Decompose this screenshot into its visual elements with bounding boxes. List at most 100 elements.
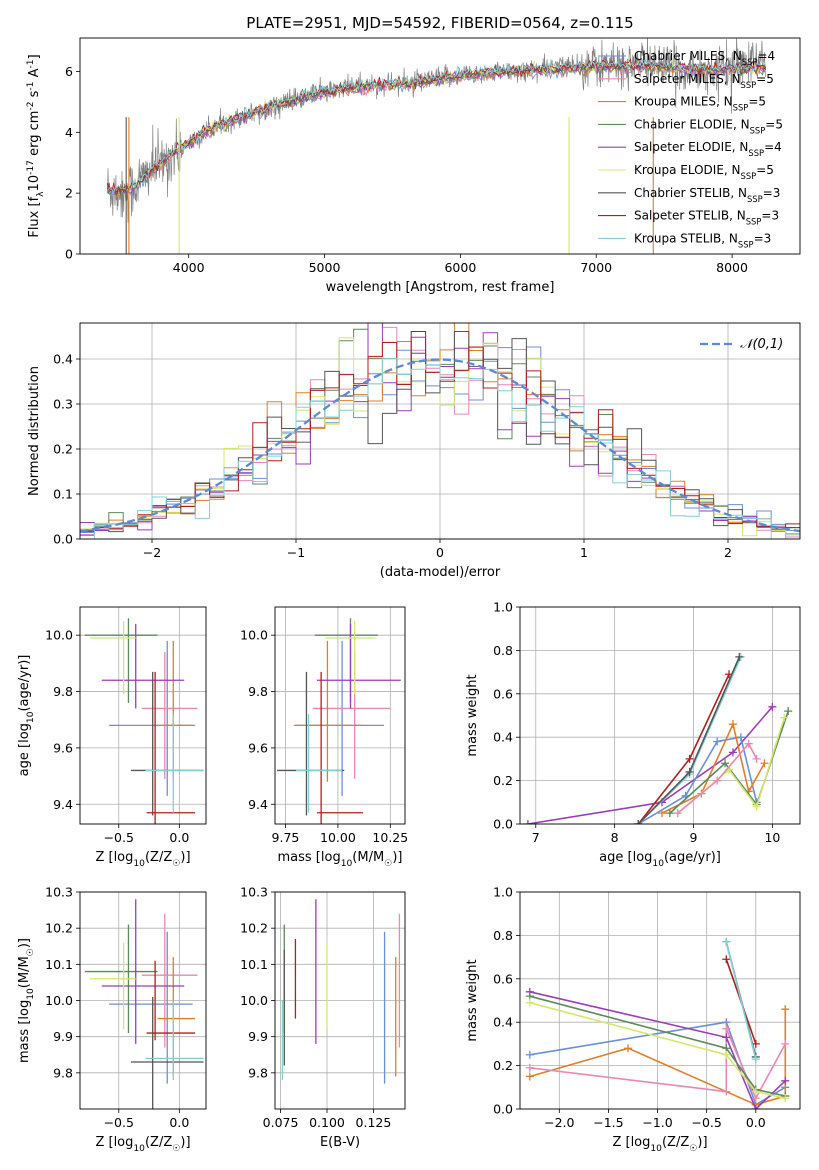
y-tick-label: 2 [65,186,73,201]
y-tick-label: 0.8 [493,643,513,658]
legend-entry: Kroupa MILES, NSSP=5 [634,95,766,113]
mass-weight-marker [657,809,666,818]
y-tick-label: 0.4 [493,730,513,745]
x-tick-label: −0.5 [104,1115,134,1130]
model-spectrum-line [106,57,767,194]
mass-weight-marker [713,776,722,785]
mass-weight-line [529,995,786,1097]
mass-weight-marker [752,802,761,811]
mass-weight-marker [624,1044,633,1053]
y-tick-label: 9.4 [248,797,268,812]
y-tick-label: 9.9 [53,1029,73,1044]
x-axis-label: E(B-V) [320,1135,360,1150]
x-tick-label: 2 [724,545,732,560]
errorbar-point [89,621,136,695]
mass-weight-line [677,742,758,814]
x-tick-label: 6000 [444,260,476,275]
mass-weight-marker [673,809,682,818]
y-tick-label: 0.0 [493,1102,513,1117]
x-axis-label: age [log10(age/yr)] [599,850,721,869]
errorbar-point [146,671,196,824]
mass-weight-marker [735,652,744,661]
mass-weight-marker [781,1039,790,1048]
legend-entry: Chabrier ELODIE, NSSP=5 [634,117,783,135]
y-tick-label: 10.0 [45,628,73,643]
residual-histogram [80,323,800,536]
mass-weight-marker [728,720,737,729]
errorbar-point [293,640,364,782]
plot-z-age: −0.5 0.0 9.4 9.6 9.8 10.0 Z [log10(Z/Z☉)] age [… [17,606,207,869]
x-tick-label: −2.0 [544,1115,574,1130]
mass-weight-marker [525,998,534,1007]
mass-weight-marker [525,1063,534,1072]
mass-weight-marker [634,820,643,824]
x-tick-label: −0.5 [104,830,134,845]
mass-weight-marker [751,1055,760,1064]
x-axis-label: Z [log10(Z/Z☉)] [95,850,190,869]
errorbar-point [84,618,158,703]
mass-weight-marker [760,759,769,768]
y-tick-label: 9.8 [248,1065,268,1080]
y-tick-label: 9.6 [248,740,268,755]
spectrum-legend: Chabrier MILES, NSSP=4 Salpeter MILES, NS… [598,49,783,249]
mass-weight-marker [722,1050,731,1059]
errorbar-point [146,960,196,1041]
mass-weight-marker [722,1087,731,1096]
plot-z-mass: −0.5 0.0 9.8 9.9 10.0 10.1 10.2 10.3 Z [log10(Z/… [17,885,207,1154]
legend-entry: Salpeter STELIB, NSSP=3 [634,209,779,227]
x-tick-label: 7 [532,830,540,845]
y-tick-label: 4 [65,125,73,140]
y-tick-label: 9.8 [248,684,268,699]
x-tick-label: 0.100 [309,1115,345,1130]
x-tick-label: 9 [690,830,698,845]
x-tick-label: 7000 [580,260,612,275]
x-tick-label: 8000 [716,260,748,275]
errorbar-point [316,671,364,824]
errorbar-point [141,913,198,1048]
y-tick-label: 10.2 [240,921,268,936]
plot-spectrum: 4000 5000 6000 7000 8000 0 2 4 6 wavelength [Angs… [26,37,801,295]
x-tick-label: 0.0 [746,1115,766,1130]
mass-weight-marker [523,820,532,824]
mass-weight-marker [768,702,777,711]
x-tick-label: 0.075 [263,1115,299,1130]
x-tick-label: 0.0 [169,1115,189,1130]
y-tick-label: 10.0 [240,628,268,643]
errorbar-point [130,996,204,1109]
plot-area [281,899,401,1084]
x-axis-label: wavelength [Angstrom, rest frame] [326,280,555,295]
y-tick-label: 1.0 [493,885,513,900]
y-tick-label: 9.9 [248,1029,268,1044]
y-tick-label: 0.2 [53,442,73,457]
y-axis-label: mass [log10(M/M☉)] [17,938,36,1063]
errorbar-point [145,1000,204,1081]
legend-entry: Chabrier STELIB, NSSP=3 [634,186,780,204]
y-tick-label: 10.1 [45,957,73,972]
residual-histogram [80,357,800,539]
gaussian-curve [80,358,800,533]
x-tick-label: 0 [436,545,444,560]
mass-weight-marker [722,955,731,964]
axes-frame [274,606,406,825]
y-tick-label: 9.6 [53,740,73,755]
figure-title: PLATE=2951, MJD=54592, FIBERID=0564, z=0… [246,14,633,32]
legend-entry: Salpeter MILES, NSSP=5 [634,72,774,90]
mass-weight-marker [780,713,789,722]
y-tick-label: 0.2 [493,1058,513,1073]
errorbar-point [295,714,343,813]
y-tick-label: 0.4 [493,1015,513,1030]
x-tick-label: −1.5 [593,1115,623,1130]
y-tick-label: 10.3 [45,885,73,900]
mass-weight-marker [525,1050,534,1059]
mass-weight-marker [721,759,730,768]
axes-frame [519,891,801,1110]
y-axis-label: mass weight [465,959,480,1041]
x-tick-label: 10.25 [372,830,408,845]
mass-weight-marker [736,733,745,742]
residual-histogram [80,337,800,537]
y-tick-label: 1.0 [493,600,513,615]
y-axis-label: Flux [fλ10-17 erg cm-2 s-1 A-1] [26,54,46,237]
x-tick-label: −1.0 [642,1115,672,1130]
mass-weight-marker [713,737,722,746]
mass-weight-marker [781,1094,790,1103]
